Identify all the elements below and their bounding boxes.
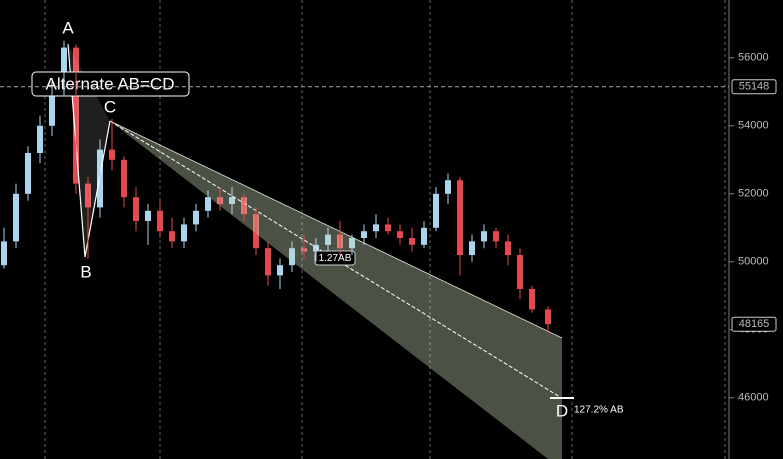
point-label: C	[104, 97, 116, 116]
y-tick-label: 50000	[738, 256, 769, 268]
price-label: 48165	[739, 318, 770, 330]
point-label: B	[80, 262, 91, 281]
projection-cone	[110, 121, 562, 459]
projection-line	[109, 120, 561, 398]
cone-edge	[109, 120, 563, 339]
y-tick-label: 46000	[738, 392, 769, 404]
y-tick-label: 52000	[738, 188, 769, 200]
ratio-label: 1.27AB	[319, 253, 352, 264]
target-label: 127.2% AB	[574, 405, 624, 416]
pattern-label: Alternate AB=CD	[46, 74, 175, 93]
price-label: 55148	[739, 81, 770, 93]
y-tick-label: 56000	[738, 52, 769, 64]
y-tick-label: 54000	[738, 120, 769, 132]
ratio-box	[314, 250, 356, 266]
price-box	[731, 79, 777, 95]
price-box	[731, 316, 777, 332]
point-label: A	[62, 18, 74, 37]
pattern-label-box	[31, 71, 190, 97]
abc-leg	[67, 43, 111, 258]
point-label: D	[556, 401, 568, 420]
